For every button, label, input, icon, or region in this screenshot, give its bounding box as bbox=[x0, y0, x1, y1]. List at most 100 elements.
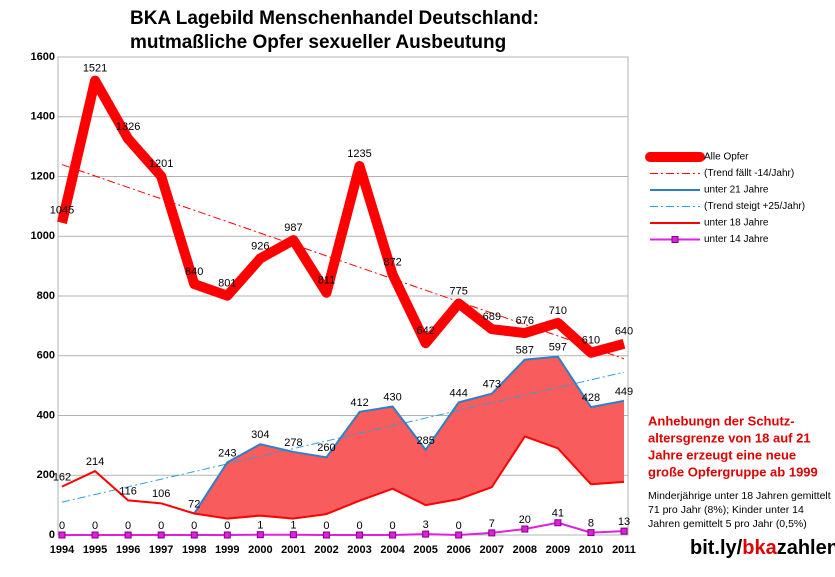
series-line bbox=[193, 355, 625, 515]
data-label: 0 bbox=[356, 520, 362, 532]
marker bbox=[322, 531, 330, 539]
data-label: 7 bbox=[489, 518, 495, 530]
y-tick-label: 0 bbox=[49, 529, 55, 541]
marker bbox=[190, 531, 198, 539]
y-tick-label: 800 bbox=[37, 290, 55, 302]
data-label: 473 bbox=[483, 379, 501, 391]
marker bbox=[256, 531, 264, 539]
annotation: altersgrenze von 18 auf 21 bbox=[648, 430, 811, 445]
data-label: 214 bbox=[86, 456, 104, 468]
marker bbox=[521, 525, 529, 533]
data-label: 162 bbox=[53, 472, 71, 484]
x-tick-label: 2002 bbox=[314, 544, 338, 556]
y-tick-label: 200 bbox=[37, 469, 55, 481]
marker bbox=[289, 531, 297, 539]
note: Minderjährige unter 18 Jahren gemittelt bbox=[648, 490, 831, 502]
x-tick-label: 1997 bbox=[149, 544, 173, 556]
data-label: 775 bbox=[450, 285, 468, 297]
data-label: 0 bbox=[191, 520, 197, 532]
data-label: 689 bbox=[483, 311, 501, 323]
annotation: Jahre erzeugt eine neue bbox=[648, 447, 796, 462]
annotation: große Opfergruppe ab 1999 bbox=[648, 464, 818, 479]
marker bbox=[389, 531, 397, 539]
data-label: 987 bbox=[284, 222, 302, 234]
x-tick-label: 2001 bbox=[281, 544, 305, 556]
marker bbox=[91, 531, 99, 539]
x-tick-label: 1999 bbox=[215, 544, 239, 556]
data-label: 1045 bbox=[50, 205, 74, 217]
data-label: 610 bbox=[582, 335, 600, 347]
series-line bbox=[62, 521, 625, 536]
x-tick-label: 2010 bbox=[579, 544, 603, 556]
marker bbox=[422, 530, 430, 538]
data-label: 106 bbox=[152, 488, 170, 500]
data-label: 116 bbox=[119, 485, 137, 497]
x-tick-label: 2007 bbox=[480, 544, 504, 556]
legend-label: unter 21 Jahre bbox=[704, 185, 769, 196]
y-tick-label: 1600 bbox=[31, 51, 55, 63]
chart-title: mutmaßliche Opfer sexueller Ausbeutung bbox=[130, 32, 506, 53]
data-label: 444 bbox=[450, 387, 468, 399]
data-label: 449 bbox=[615, 386, 633, 398]
data-label: 0 bbox=[323, 520, 329, 532]
legend-label: (Trend fällt -14/Jahr) bbox=[704, 168, 794, 179]
data-label: 8 bbox=[588, 518, 594, 530]
data-label: 1 bbox=[290, 520, 296, 532]
data-label: 0 bbox=[125, 520, 131, 532]
x-tick-label: 1998 bbox=[182, 544, 206, 556]
trend-line bbox=[61, 164, 625, 360]
y-tick-label: 1200 bbox=[31, 170, 55, 182]
data-label: 3 bbox=[423, 519, 429, 531]
data-label: 710 bbox=[549, 305, 567, 317]
series-line bbox=[57, 75, 626, 358]
trend-line bbox=[61, 371, 625, 503]
note: 71 pro Jahr (8%); Kinder unter 14 bbox=[648, 504, 804, 516]
x-tick-label: 2004 bbox=[380, 544, 405, 556]
data-label: 872 bbox=[383, 256, 401, 268]
marker bbox=[356, 531, 364, 539]
url-part: bka bbox=[742, 537, 777, 559]
data-label: 20 bbox=[519, 514, 531, 526]
marker bbox=[587, 529, 595, 537]
legend-marker bbox=[671, 236, 679, 243]
data-label: 304 bbox=[251, 429, 269, 441]
data-label: 285 bbox=[416, 435, 434, 447]
annotation: Anhebungn der Schutz- bbox=[648, 413, 795, 428]
y-tick-label: 400 bbox=[37, 409, 55, 421]
legend-label: (Trend steigt +25/Jahr) bbox=[704, 201, 805, 212]
x-tick-label: 2003 bbox=[347, 544, 371, 556]
x-tick-label: 2011 bbox=[612, 544, 636, 556]
data-label: 840 bbox=[185, 266, 203, 278]
data-label: 243 bbox=[218, 447, 236, 459]
x-tick-label: 1996 bbox=[116, 544, 140, 556]
x-tick-label: 2009 bbox=[546, 544, 570, 556]
data-label: 0 bbox=[456, 520, 462, 532]
x-tick-label: 2008 bbox=[513, 544, 537, 556]
y-tick-label: 1000 bbox=[31, 230, 55, 242]
x-tick-label: 1995 bbox=[83, 544, 107, 556]
data-label: 811 bbox=[318, 275, 336, 287]
url: bit.ly/bkazahlen bbox=[690, 537, 835, 559]
data-label: 1235 bbox=[347, 148, 371, 160]
y-tick-label: 600 bbox=[37, 350, 55, 362]
x-tick-label: 1994 bbox=[50, 544, 75, 556]
data-label: 1 bbox=[257, 520, 263, 532]
marker bbox=[620, 527, 628, 535]
data-label: 926 bbox=[251, 240, 269, 252]
marker bbox=[124, 531, 132, 539]
data-label: 597 bbox=[549, 342, 567, 354]
y-tick-label: 1400 bbox=[31, 111, 55, 123]
data-label: 0 bbox=[224, 520, 230, 532]
legend-label: unter 14 Jahre bbox=[704, 234, 769, 245]
data-label: 278 bbox=[284, 437, 302, 449]
data-label: 41 bbox=[552, 508, 564, 520]
x-tick-label: 2006 bbox=[446, 544, 470, 556]
data-label: 0 bbox=[390, 520, 396, 532]
data-label: 430 bbox=[383, 391, 401, 403]
data-label: 1326 bbox=[116, 121, 140, 133]
marker bbox=[223, 531, 231, 539]
data-label: 676 bbox=[516, 315, 534, 327]
data-label: 587 bbox=[516, 345, 534, 357]
legend-label: Alle Opfer bbox=[704, 152, 749, 163]
